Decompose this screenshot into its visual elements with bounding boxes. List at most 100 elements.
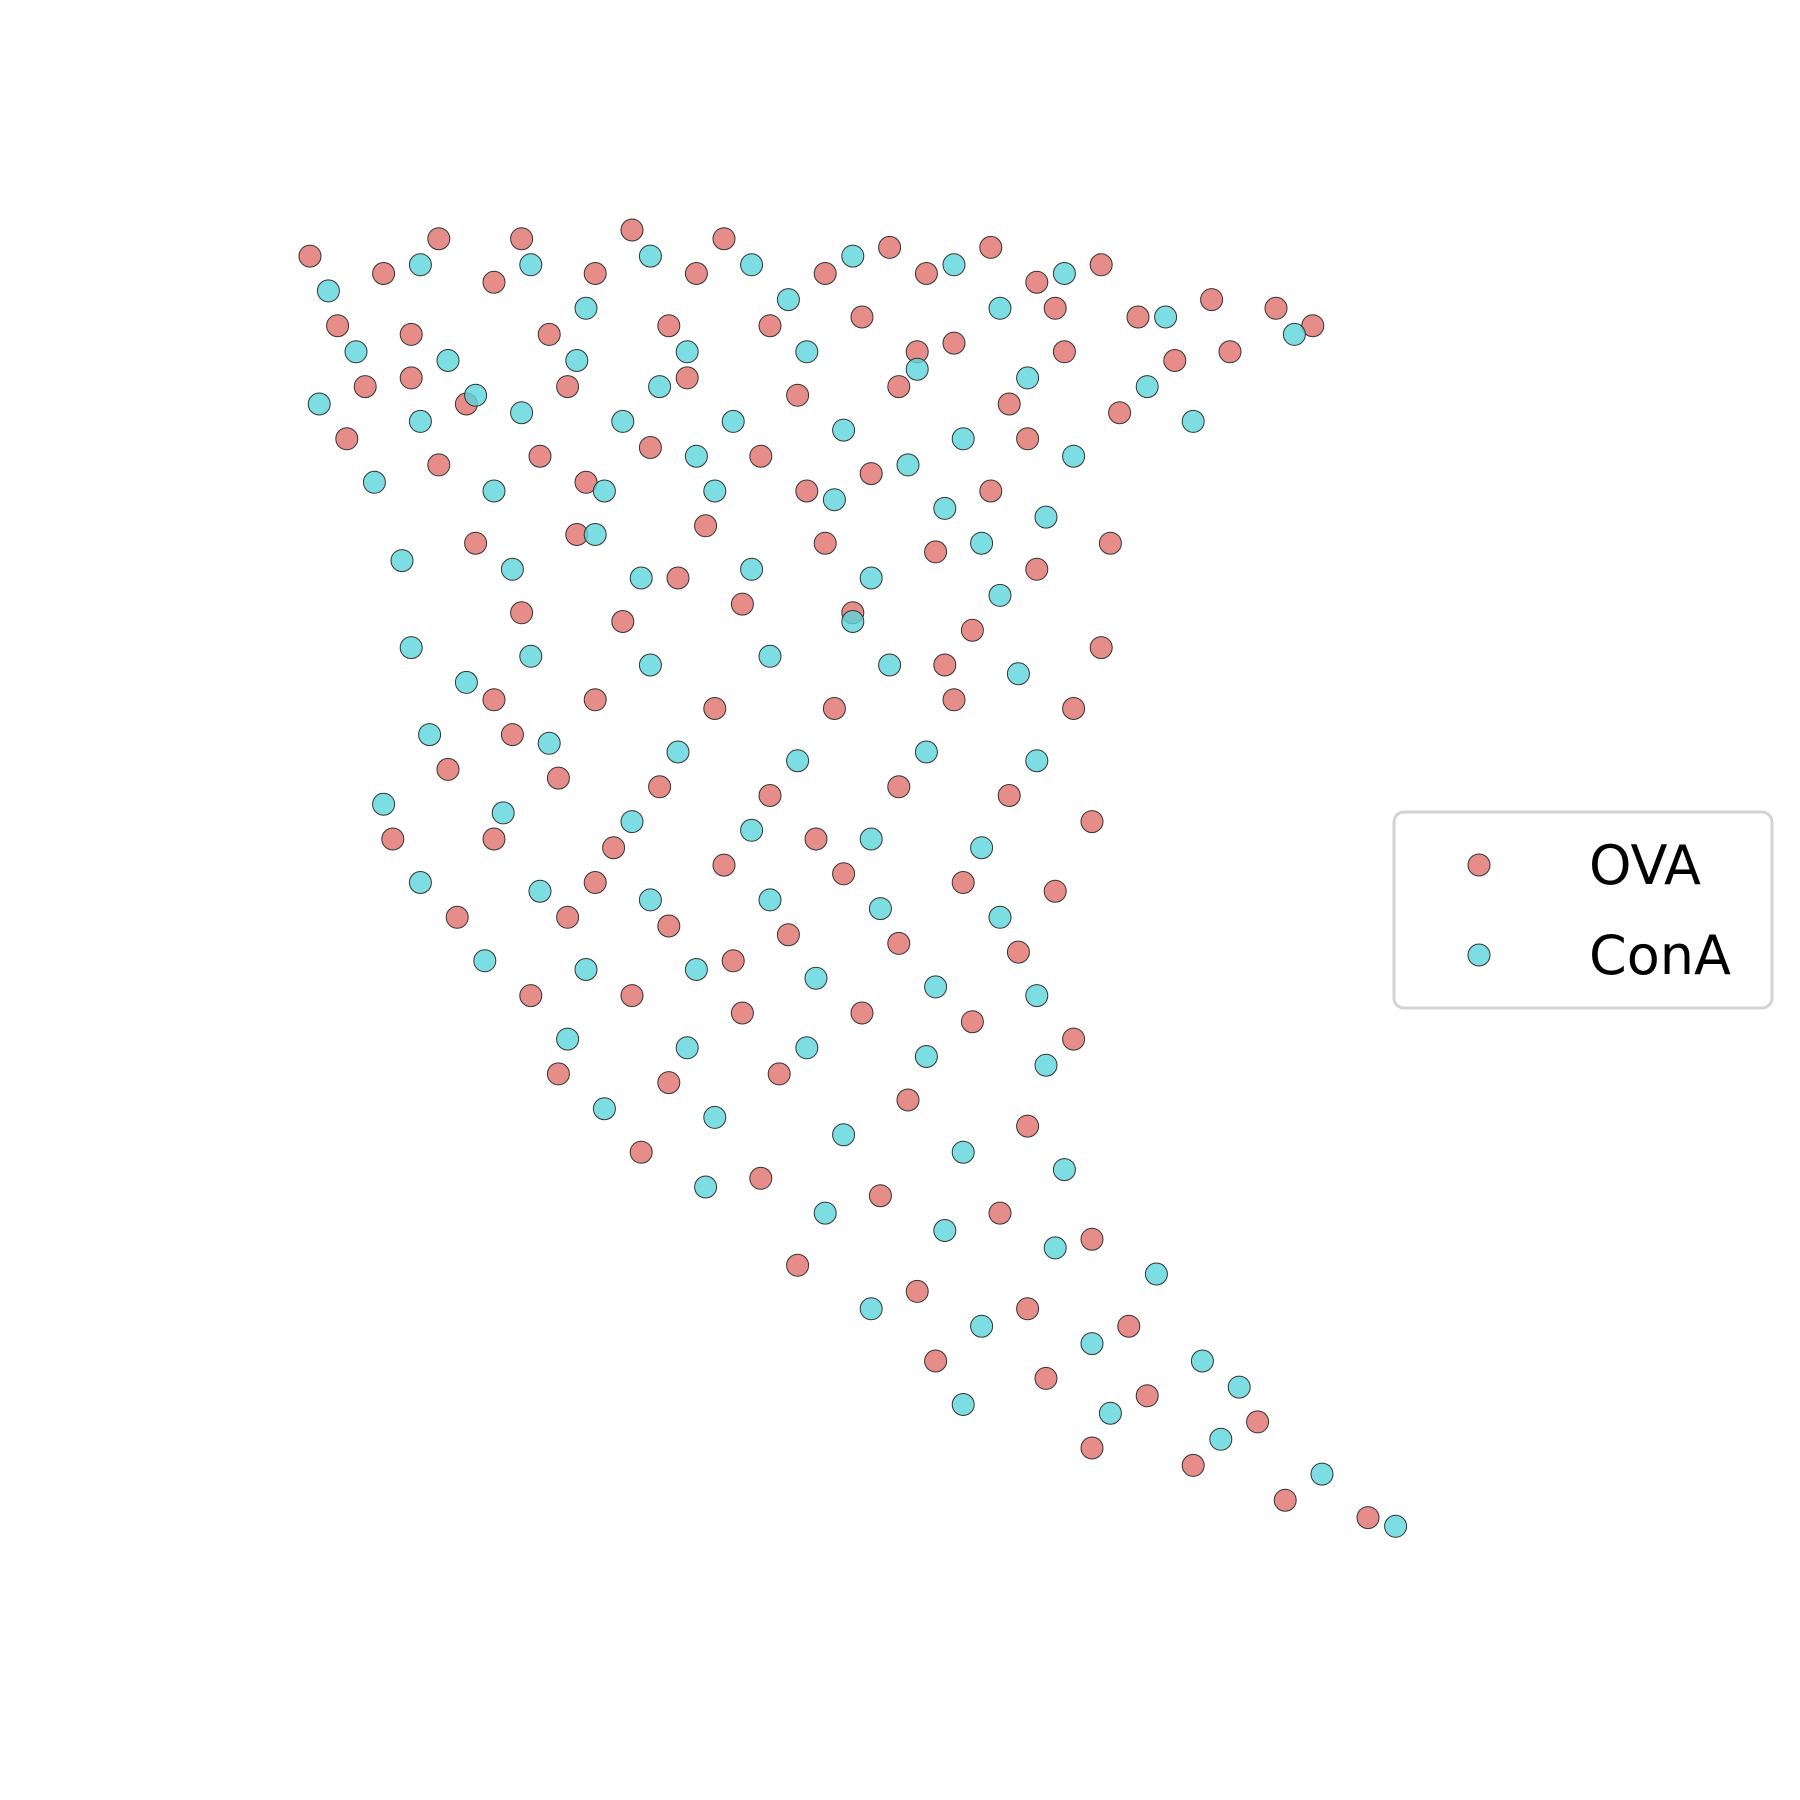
ova-point-111 — [721, 949, 745, 973]
ova-point-107 — [1080, 1436, 1104, 1460]
ova-point-21 — [537, 322, 561, 346]
ova-point-104 — [1034, 1366, 1058, 1390]
cona-point-30 — [822, 488, 846, 512]
ova-point-56 — [1089, 636, 1113, 660]
cona-point-5 — [841, 244, 865, 268]
ova-point-117 — [795, 479, 819, 503]
cona-point-8 — [1154, 305, 1178, 329]
ova-point-67 — [887, 775, 911, 799]
ova-point-79 — [657, 914, 681, 938]
cona-point-33 — [390, 549, 414, 573]
ova-point-68 — [997, 784, 1021, 807]
ova-point-18 — [1126, 305, 1150, 329]
ova-point-77 — [445, 905, 469, 929]
ova-point-55 — [960, 618, 984, 642]
ova-point-47 — [694, 514, 718, 538]
ova-point-108 — [1181, 1453, 1205, 1477]
cona-point-37 — [859, 566, 883, 590]
cona-point-48 — [786, 749, 810, 773]
cona-point-98 — [684, 444, 708, 468]
cona-point-18 — [307, 392, 331, 416]
ova-point-44 — [1098, 531, 1122, 555]
ova-point-75 — [951, 871, 975, 894]
cona-point-65 — [684, 958, 708, 981]
cona-point-9 — [1282, 322, 1306, 346]
cona-point-60 — [758, 888, 782, 912]
cona-point-17 — [1135, 375, 1159, 399]
ova-point-119 — [1016, 427, 1040, 451]
ova-point-63 — [436, 757, 460, 781]
cona-point-7 — [1052, 262, 1076, 285]
ova-point-43 — [979, 479, 1003, 503]
ova-point-39 — [528, 444, 552, 468]
cona-point-102 — [1181, 409, 1205, 433]
ova-point-16 — [914, 262, 938, 285]
cona-point-12 — [565, 349, 589, 372]
cona-point-42 — [758, 644, 782, 668]
ova-point-28 — [1218, 340, 1242, 364]
ova-point-69 — [1080, 810, 1104, 834]
cona-point-53 — [620, 810, 644, 834]
cona-point-22 — [721, 409, 745, 433]
ova-point-105 — [1135, 1384, 1159, 1408]
ova-point-5 — [878, 235, 902, 259]
cona-point-92 — [1384, 1514, 1408, 1538]
ova-point-13 — [583, 262, 607, 285]
cona-point-54 — [740, 818, 764, 842]
cona-point-39 — [399, 636, 423, 660]
ova-point-11 — [372, 262, 396, 285]
cona-point-4 — [740, 253, 764, 277]
ova-point-62 — [1062, 697, 1086, 720]
legend-label-cona: ConA — [1589, 924, 1731, 987]
ova-point-34 — [887, 375, 911, 399]
cona-point-71 — [795, 1036, 819, 1060]
ova-point-6 — [979, 235, 1003, 259]
cona-point-73 — [1034, 1053, 1058, 1077]
cona-point-90 — [1209, 1427, 1233, 1451]
ova-point-50 — [1025, 557, 1049, 581]
cona-point-72 — [914, 1045, 938, 1068]
cona-point-104 — [776, 288, 800, 312]
cona-point-84 — [859, 1297, 883, 1321]
cona-point-41 — [638, 653, 662, 677]
ova-point-83 — [519, 984, 543, 1008]
ova-point-14 — [684, 262, 708, 285]
cona-point-52 — [491, 801, 515, 825]
cona-point-46 — [537, 731, 561, 755]
cona-point-88 — [951, 1393, 975, 1416]
ova-point-36 — [1108, 401, 1132, 425]
ova-point-88 — [1062, 1027, 1086, 1051]
cona-point-56 — [970, 836, 994, 860]
cona-point-20 — [510, 401, 534, 425]
ova-point-76 — [1043, 879, 1067, 903]
cona-point-69 — [556, 1027, 580, 1051]
ova-point-60 — [822, 697, 846, 720]
ova-point-113 — [804, 827, 828, 851]
cona-point-31 — [933, 496, 957, 520]
legend-label-ova: OVA — [1589, 834, 1701, 897]
cona-point-99 — [896, 453, 920, 477]
cona-point-83 — [1144, 1262, 1168, 1286]
cona-point-45 — [418, 723, 442, 747]
ova-point-32 — [675, 366, 699, 390]
cona-point-80 — [813, 1201, 837, 1225]
ova-point-31 — [556, 375, 580, 399]
cona-point-64 — [574, 958, 598, 981]
cona-point-63 — [473, 949, 497, 973]
ova-point-78 — [556, 905, 580, 929]
ova-point-40 — [638, 436, 662, 459]
cona-point-24 — [951, 427, 975, 451]
ova-point-61 — [942, 688, 966, 712]
ova-point-37 — [335, 427, 359, 451]
cona-point-101 — [648, 375, 672, 399]
ova-point-19 — [326, 314, 350, 338]
ova-point-24 — [850, 305, 874, 329]
cona-point-86 — [1080, 1332, 1104, 1356]
cona-point-89 — [1098, 1401, 1122, 1425]
ova-point-59 — [703, 697, 727, 720]
cona-point-34 — [500, 557, 524, 581]
cona-point-2 — [519, 253, 543, 277]
cona-point-1 — [408, 253, 432, 277]
ova-point-99 — [786, 1253, 810, 1277]
